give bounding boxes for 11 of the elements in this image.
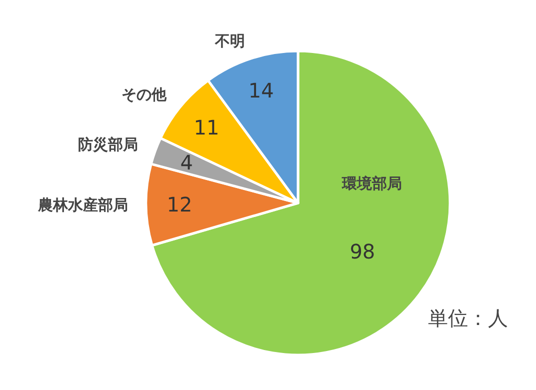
slice-label: その他 — [122, 86, 168, 104]
slice-label: 不明 — [214, 32, 246, 50]
data-label: 11 — [194, 116, 220, 140]
data-label: 4 — [180, 150, 194, 174]
slice-label: 防災部局 — [78, 136, 138, 154]
data-label: 14 — [248, 78, 274, 102]
slice-label: 環境部局 — [341, 174, 402, 193]
data-label: 12 — [166, 192, 192, 216]
text: 単位：人 — [428, 306, 508, 330]
slice-label: 農林水産部局 — [36, 196, 128, 214]
data-label: 98 — [350, 239, 376, 264]
